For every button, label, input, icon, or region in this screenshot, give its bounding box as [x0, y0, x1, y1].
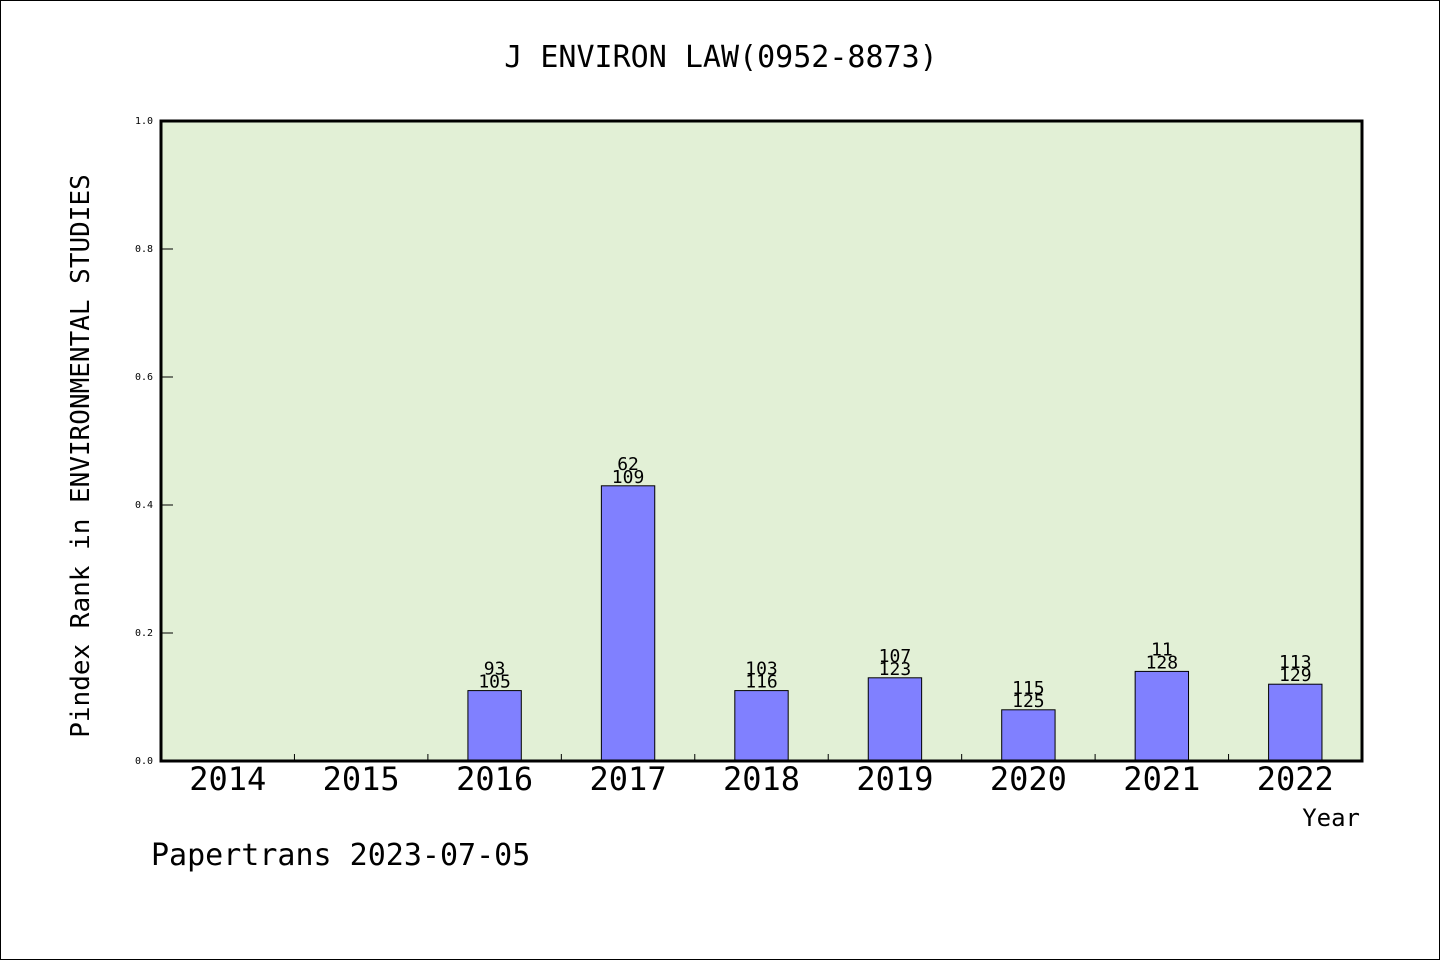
- bar-rank-label: 107: [879, 646, 912, 667]
- x-tick-label-2014: 2014: [189, 760, 266, 798]
- y-tick-label: 0.8: [135, 244, 153, 255]
- x-axis-label: Year: [1302, 804, 1360, 832]
- bar-total-label: 129: [1279, 665, 1312, 686]
- bar-rank-label: 11: [1151, 639, 1173, 660]
- x-tick-label-2020: 2020: [990, 760, 1067, 798]
- bars-layer: [467, 485, 1323, 762]
- y-tick-label: 0.2: [135, 628, 153, 639]
- bar-2022: [1268, 683, 1323, 762]
- bar-2018: [734, 690, 789, 762]
- bar-rank-label: 62: [617, 454, 639, 475]
- x-tick-label-2015: 2015: [323, 760, 400, 798]
- x-tick-label-2018: 2018: [723, 760, 800, 798]
- x-tick-label-2022: 2022: [1257, 760, 1334, 798]
- bar-rank-label: 115: [1012, 678, 1045, 699]
- bar-total-label: 123: [879, 659, 912, 680]
- x-axis-ticks: 2014 2015 2016 2017 2018 2019 2020 2021 2022: [189, 754, 1334, 798]
- bar-2017: [600, 485, 656, 762]
- chart-title: J ENVIRON LAW(0952-8873): [504, 40, 937, 75]
- x-tick-label-2016: 2016: [456, 760, 533, 798]
- footer-credit: Papertrans 2023-07-05: [151, 838, 530, 873]
- x-tick-label-2019: 2019: [856, 760, 933, 798]
- bar-total-label: 128: [1146, 652, 1179, 673]
- bar-2020: [1001, 709, 1056, 762]
- bar-rank-label: 113: [1279, 652, 1312, 673]
- bar-2021: [1134, 670, 1190, 762]
- bar-2016: [467, 690, 522, 762]
- plot-area: [161, 121, 1362, 761]
- y-tick-label: 1.0: [135, 116, 153, 127]
- x-tick-label-2017: 2017: [590, 760, 667, 798]
- y-tick-label: 0.0: [135, 756, 153, 767]
- plot-border: [159, 119, 1364, 763]
- bar-rank-label: 93: [484, 659, 506, 680]
- y-tick-label: 0.4: [135, 500, 153, 511]
- bar-2019: [867, 677, 923, 762]
- x-tick-label-2021: 2021: [1123, 760, 1200, 798]
- bar-total-label: 125: [1012, 691, 1045, 712]
- y-tick-label: 0.6: [135, 372, 153, 383]
- y-axis-label: Pindex Rank in ENVIRONMENTAL STUDIES: [66, 174, 96, 738]
- bar-rank-label: 103: [745, 659, 778, 680]
- bar-total-label: 109: [612, 467, 645, 488]
- bar-total-label: 116: [745, 672, 778, 693]
- bar-total-label: 105: [478, 672, 511, 693]
